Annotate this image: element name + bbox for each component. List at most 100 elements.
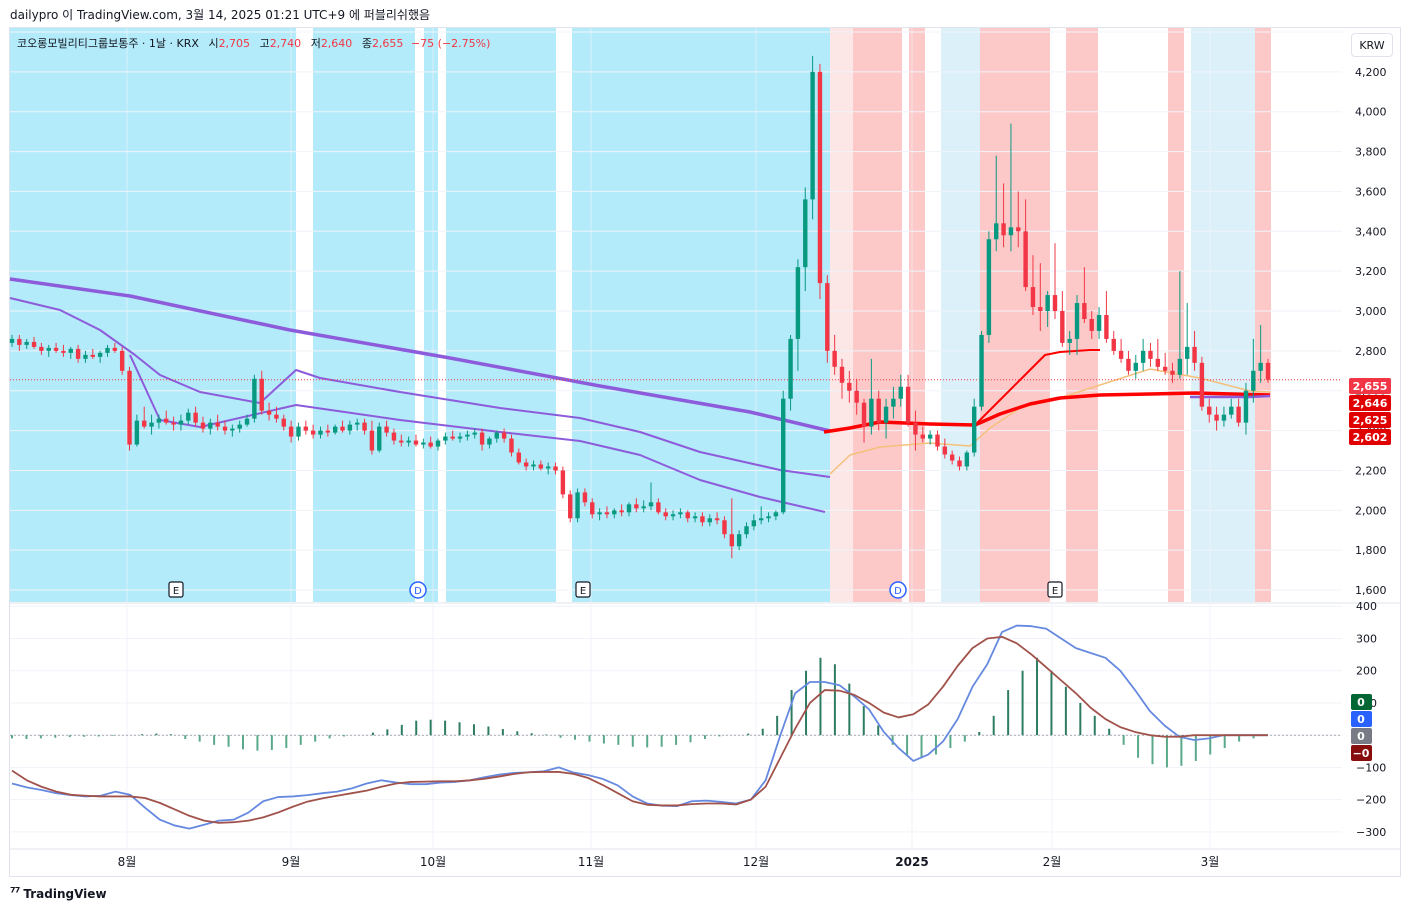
candle-body [1126, 358, 1131, 371]
candle-body [927, 434, 933, 439]
price-tick-label: 3,600 [1355, 185, 1387, 198]
candle-body [156, 418, 162, 423]
bg-region [313, 28, 415, 602]
candle-body [443, 436, 448, 441]
candle-body [178, 420, 184, 425]
candle-body [193, 412, 198, 423]
candle-body [971, 406, 977, 453]
event-marker-label: D [414, 586, 422, 597]
candle-body [413, 440, 419, 445]
candle-body [134, 420, 140, 445]
candle-body [678, 512, 683, 515]
candle-body [208, 422, 213, 429]
candle-body [1067, 338, 1072, 343]
candle-body [670, 514, 676, 517]
candle-body [803, 199, 808, 268]
price-badge-text: 2,625 [1353, 414, 1388, 427]
candle-body [1008, 227, 1014, 236]
candle-body [53, 347, 59, 351]
candle-body [656, 502, 661, 513]
time-tick-label: 3월 [1201, 855, 1220, 869]
candle-body [1023, 231, 1028, 288]
candle-body [568, 494, 573, 519]
candle-body [1001, 223, 1006, 236]
candle-body [9, 338, 15, 343]
candle-body [325, 430, 331, 433]
candle-body [1229, 406, 1234, 415]
red-ma-line [823, 391, 1271, 434]
candle-body [597, 512, 602, 515]
macd-tick-label: 300 [1356, 632, 1377, 645]
high-label: 고 [259, 37, 270, 50]
candle-body [1207, 406, 1212, 415]
price-badge-bg [1349, 378, 1391, 394]
candle-body [296, 426, 301, 437]
macd-badge-bg [1351, 694, 1372, 710]
candle-body [1140, 350, 1146, 363]
price-badge-text: 2,646 [1353, 397, 1388, 410]
earnings-marker-icon [575, 581, 591, 598]
dividend-marker-icon [889, 581, 907, 599]
candle-body [1082, 303, 1087, 319]
candle-body [538, 464, 544, 469]
candle-body [274, 414, 279, 419]
macd-badge-bg [1351, 711, 1372, 727]
candle-body [531, 464, 536, 467]
price-tick-label: 4,000 [1355, 106, 1387, 119]
candle-body [553, 466, 558, 471]
candle-body [766, 516, 771, 519]
candle-body [575, 492, 580, 519]
candle-body [1265, 362, 1271, 380]
candle-body [817, 71, 823, 284]
macd-badge-text: 0 [1357, 713, 1365, 726]
candle-body [465, 434, 470, 437]
event-marker-label: E [580, 586, 586, 597]
chart-frame[interactable] [9, 27, 1401, 877]
change-value: −75 (−2.75%) [410, 37, 491, 50]
candle-body [1185, 346, 1190, 359]
price-label-badge: 2,646 [1349, 395, 1391, 411]
candle-body [288, 426, 294, 437]
price-badge-bg [1349, 429, 1391, 445]
candle-body [626, 504, 632, 513]
signal-line [11, 635, 1268, 824]
candle-body [832, 350, 837, 367]
event-marker-d: D [409, 581, 427, 599]
published-info: dailypro 이 TradingView.com, 3월 14, 2025 … [10, 8, 431, 22]
candles [9, 55, 1271, 559]
candle-body [90, 354, 95, 357]
candle-body [729, 534, 735, 547]
tradingview-footer[interactable]: ⁷⁷ TradingView [10, 886, 107, 901]
candle-body [1052, 295, 1058, 312]
time-tick-label: 2025 [895, 855, 928, 869]
candle-body [736, 534, 742, 547]
candle-body [920, 434, 925, 439]
candle-body [369, 430, 375, 451]
price-label-badge: 2,655 [1349, 378, 1391, 394]
candle-body [758, 518, 764, 521]
bg-region [1066, 28, 1098, 602]
candle-body [230, 428, 235, 431]
bg-region [446, 28, 556, 602]
candle-body [105, 347, 110, 353]
background-regions [10, 28, 1271, 602]
macd-tick-label: −200 [1356, 794, 1386, 807]
candle-body [788, 338, 793, 399]
candle-body [252, 378, 257, 419]
candle-body [590, 502, 595, 515]
candle-body [545, 466, 551, 469]
bg-region [10, 28, 296, 602]
open-label: 시 [208, 37, 219, 50]
candle-body [259, 378, 264, 411]
event-marker-e: E [1047, 581, 1063, 598]
price-label-badge: 2,625 [1349, 412, 1391, 428]
candle-body [347, 424, 353, 431]
candle-body [1170, 370, 1175, 375]
candle-body [75, 348, 81, 359]
currency-button[interactable]: KRW [1351, 33, 1393, 57]
time-tick-label: 11월 [578, 855, 604, 869]
candle-body [619, 510, 624, 513]
candle-body [281, 418, 286, 427]
candle-body [942, 446, 948, 455]
